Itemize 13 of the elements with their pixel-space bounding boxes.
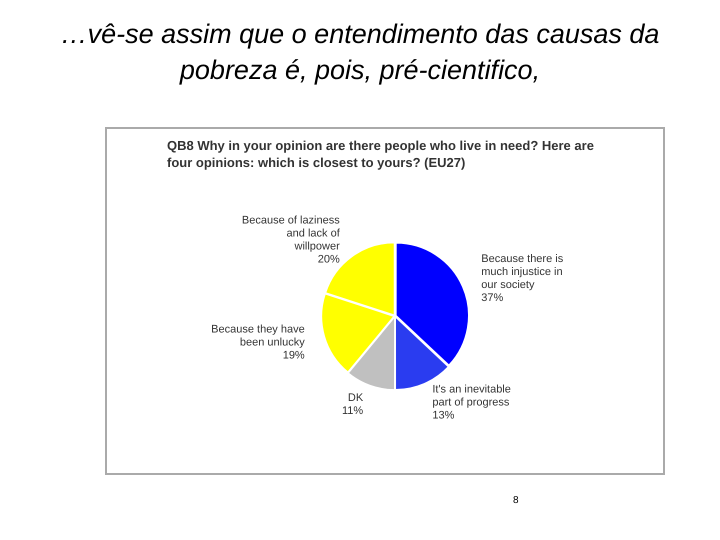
data-label: 19% — [282, 349, 305, 362]
chart-title: …vê-se assim que o entendimento das causas da pobreza é, pois, pré-cientifico, — [60, 18, 660, 87]
text: 8 — [513, 495, 519, 506]
slice-label: Because of laziness and lack of willpower — [242, 214, 341, 252]
data-label: 20% — [318, 253, 340, 266]
slice-label: Because they have been unlucky — [211, 323, 306, 348]
data-label: 13% — [432, 409, 455, 422]
data-label: 37% — [481, 292, 504, 304]
data-label: 11% — [342, 404, 364, 417]
chart-subtitle: QB8 Why in your opinion are there people who live in need? Here are four opinions: which is closest to yours? (EU27) — [167, 137, 595, 171]
slice-label: DK — [348, 392, 364, 404]
slice-label: It's an inevitable part of progress — [432, 383, 511, 408]
slice-label: Because there is much injustice in our society — [481, 253, 564, 292]
